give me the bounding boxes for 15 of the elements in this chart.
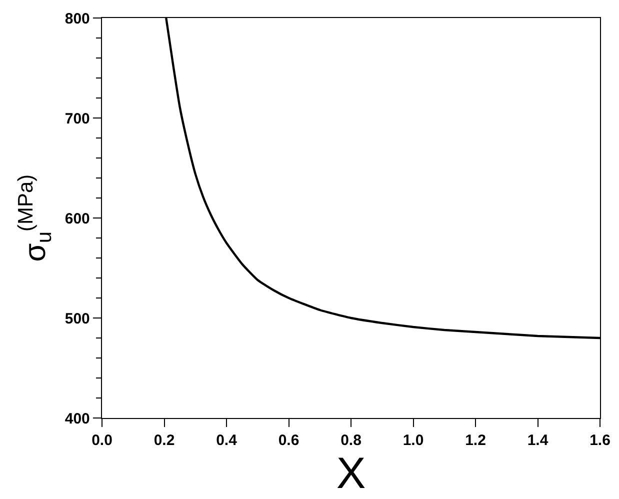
x-tick-label: 0.6: [278, 432, 300, 450]
x-tick-label: 1.0: [402, 432, 424, 450]
y-tick-label: 800: [64, 10, 90, 28]
x-tick-label: 0.4: [216, 432, 238, 450]
x-tick-label: 1.2: [465, 432, 486, 450]
x-tick-label: 0.2: [154, 432, 175, 450]
x-tick-label: 1.6: [590, 432, 610, 450]
x-tick-label: 0.0: [92, 432, 112, 450]
x-tick-label: 0.8: [340, 432, 362, 450]
y-tick-label: 500: [64, 310, 90, 328]
y-tick-label: 400: [64, 410, 90, 428]
y-tick-label: 700: [64, 110, 90, 128]
y-tick-label: 600: [64, 210, 90, 228]
x-tick-label: 1.4: [527, 432, 549, 450]
x-axis-title: X: [336, 449, 366, 498]
